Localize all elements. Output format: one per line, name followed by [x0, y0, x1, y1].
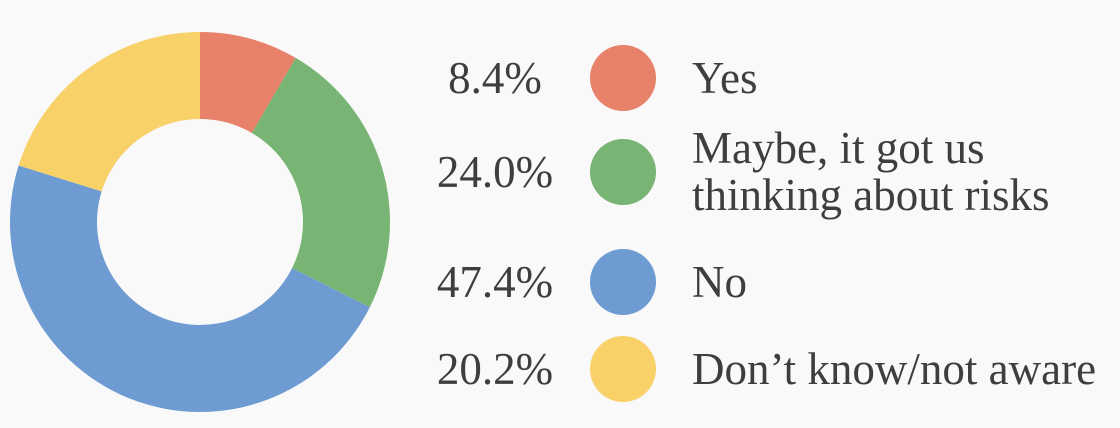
legend-marker-yes	[590, 45, 656, 111]
donut-segment-3	[18, 32, 200, 192]
legend: 8.4% Yes 24.0% Maybe, it got us thinking…	[430, 0, 1120, 428]
legend-percent: 8.4%	[448, 53, 542, 103]
legend-label: No	[692, 256, 747, 307]
donut-chart-svg	[9, 32, 390, 413]
legend-percent: 20.2%	[436, 344, 554, 394]
legend-item-yes: 8.4% Yes	[430, 45, 757, 111]
legend-label: Yes	[692, 52, 758, 103]
donut-segment-0	[200, 32, 296, 134]
legend-item-dont-know: 20.2% Don’t know/not aware	[430, 336, 1096, 402]
legend-marker-no	[590, 249, 656, 315]
legend-marker-dont-know	[590, 336, 656, 402]
legend-label: Don’t know/not aware	[692, 343, 1097, 394]
legend-percent: 47.4%	[436, 257, 554, 307]
legend-percent: 24.0%	[436, 147, 554, 197]
donut-segment-2	[9, 165, 370, 413]
legend-item-maybe: 24.0% Maybe, it got us thinking about ri…	[430, 123, 1050, 220]
donut-segment-1	[251, 57, 390, 308]
legend-item-no: 47.4% No	[430, 249, 747, 315]
donut-chart	[0, 0, 420, 428]
legend-marker-maybe	[590, 139, 656, 205]
legend-label: Maybe, it got us thinking about risks	[692, 123, 1050, 220]
